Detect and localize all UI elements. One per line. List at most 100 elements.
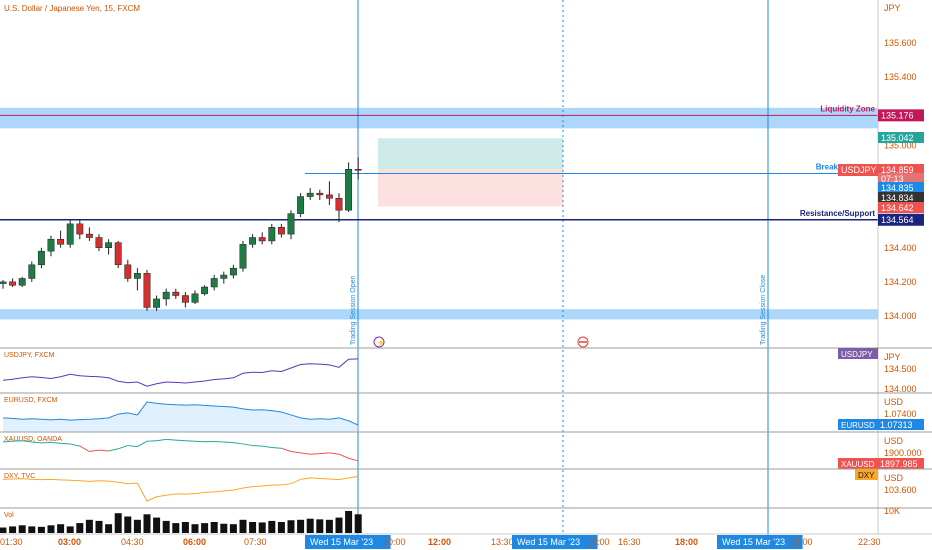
pane-line-segment [348,457,359,462]
candle-body [201,286,209,295]
price-tag-text: 07:13 [881,174,904,184]
pane-symbol-tag-text: DXY [858,471,875,480]
volume-bar [268,520,276,533]
candle-body [316,192,324,196]
price-tick-label: 134.200 [884,277,917,287]
pane-axis-unit: USD [884,473,904,483]
pane-line-segment [175,439,186,442]
candle-body [124,264,132,279]
price-tick-label: 135.600 [884,38,917,48]
candle-body [325,194,333,199]
price-tag [878,202,924,213]
pane-symbol-tag-text: EURUSD [841,421,875,430]
level-price-tag-text: 135.176 [881,110,914,120]
volume-bar [335,517,343,533]
candle-body [143,273,151,308]
time-highlight-tag [717,535,803,549]
pane-line-segment [223,441,234,444]
candle-body [268,227,276,242]
lightning-event-glyph: ⚡ [377,338,386,347]
pane-title: USDJPY, FXCM [4,352,55,359]
pane-tick-label: 134.000 [884,384,917,394]
pane-area-fill [3,401,359,432]
price-tag [878,132,924,143]
candle-body [220,274,228,279]
candle-body [277,227,285,235]
lightning-event-icon [373,336,385,348]
volume-bar [85,519,93,533]
time-tick-label: 04:30 [121,537,144,547]
pane-line-segment [329,452,340,455]
pane-axis-unit: JPY [884,352,901,362]
pane-line-segment [271,446,282,449]
pane-line-segment [319,452,330,455]
time-highlight-text: Wed 15 Mar '23 [310,537,373,547]
pane-title: EURUSD, FXCM [4,397,57,404]
liquidity-zone-label: Liquidity Zone [820,104,875,113]
pane-line-segment [233,442,244,445]
volume-bar [105,524,113,533]
time-tick-label: 15:00 [587,537,610,547]
pane-line-segment [281,447,292,452]
time-tick-label: 18:00 [675,537,698,547]
pane-title: DXY, TVC [4,473,35,480]
pane-symbol-tag-text: USDJPY [841,350,873,359]
pane-symbol-tag-text: XAUUSD [841,460,875,469]
volume-bar [143,514,151,533]
time-highlight-text: Wed 15 Mar '23 [722,537,785,547]
volume-bar [239,519,247,533]
resistance-support-label: Resistance/Support [800,209,875,218]
pane-line-segment [79,445,90,452]
candle-body [133,273,141,279]
candle-body [239,244,247,269]
level-price-tag [878,109,924,122]
volume-bar [345,511,353,533]
volume-bar [76,523,84,533]
pane-line-segment [41,441,52,444]
volume-bar [229,524,237,533]
volume-bar [316,519,324,533]
candle-body [172,291,180,296]
price-tag [878,164,924,175]
candle-body [18,278,26,286]
volume-bar [0,527,7,533]
volume-bar [249,522,257,533]
volume-bar [172,523,180,533]
time-highlight-text: Wed 15 Mar '23 [517,537,580,547]
pane-line-segment [310,453,320,455]
volume-bar [181,522,189,533]
time-highlight-tag [305,535,391,549]
pane-axis-unit: USD [884,397,904,407]
pane-line-segment [89,449,100,452]
volume-bar [57,524,65,533]
candle-body [114,242,122,266]
volume-bar [114,513,122,533]
symbol-price-tag-text: USDJPY [841,165,877,175]
level-price-tag [878,213,924,226]
volume-bar [354,514,362,533]
time-tick-label: 03:00 [58,537,81,547]
pane-line-segment [194,440,205,443]
liquidity-zone-band [0,107,878,129]
volume-bar [18,525,26,533]
time-highlight-tag [512,535,598,549]
volume-title: Vol [4,512,14,519]
candle-body [57,238,65,245]
target-zone-box [378,138,563,170]
candle-body [105,242,113,249]
stop-zone-box [378,169,563,207]
candle-body [287,213,295,235]
pane-line-segment [127,445,138,448]
volume-bar [37,526,45,533]
break-label: Break [816,163,839,172]
price-tick-label: 134.000 [884,311,917,321]
candle-body [210,278,218,288]
price-tag [878,173,924,184]
pane-line-segment [146,440,157,442]
level-price-tag-text: 134.564 [881,215,914,225]
volume-bar [162,520,170,533]
volume-bar [210,522,218,533]
pane-tick-label: 1.07400 [884,409,917,419]
volume-bar [47,525,55,533]
